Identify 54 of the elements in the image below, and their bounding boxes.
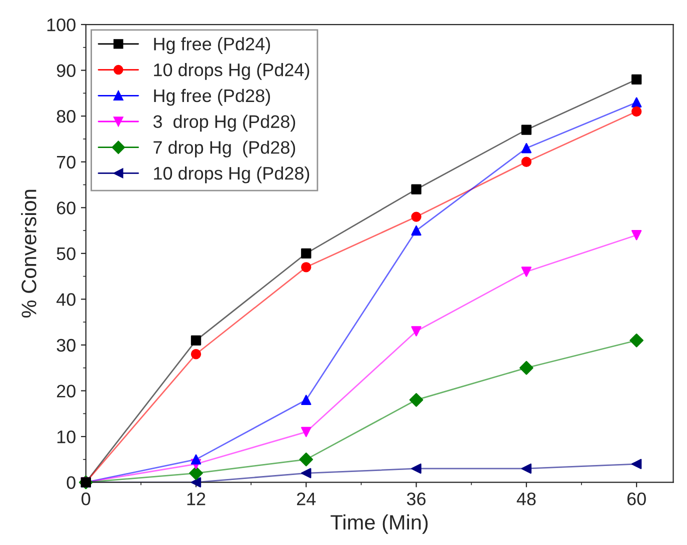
x-tick-label: 36	[406, 492, 426, 506]
y-axis-title: % Conversion	[21, 190, 36, 318]
point	[411, 326, 422, 336]
legend-label: 3 drop Hg (Pd28)	[153, 114, 296, 132]
x-tick-label: 24	[297, 492, 316, 506]
point	[409, 393, 424, 407]
point	[301, 426, 312, 438]
x-tick-label: 48	[516, 492, 536, 506]
x-tick-label: 60	[627, 492, 646, 506]
y-tick-label: 0	[66, 476, 76, 490]
x-tick-label: 0	[82, 492, 90, 506]
point	[521, 156, 532, 167]
point	[301, 248, 312, 259]
y-tick-label: 70	[56, 156, 76, 169]
y-tick-label: 20	[56, 384, 76, 398]
point	[631, 106, 642, 117]
point	[190, 454, 202, 465]
y-tick-label: 40	[56, 293, 76, 306]
point	[190, 335, 202, 346]
point	[521, 124, 532, 135]
legend-label: Hg free (Pd24)	[154, 37, 270, 54]
point	[521, 143, 532, 154]
y-tick-label: 90	[56, 64, 76, 78]
point	[630, 334, 644, 348]
point	[521, 266, 532, 277]
point	[301, 468, 312, 478]
point	[520, 360, 534, 375]
point	[190, 477, 202, 488]
y-tick-label: 50	[56, 247, 76, 260]
point	[411, 184, 422, 194]
y-tick-label: 100	[47, 18, 76, 32]
point	[411, 212, 422, 222]
legend-label: 7 drop Hg (Pd28)	[154, 140, 296, 158]
point	[190, 349, 202, 360]
point	[301, 394, 312, 406]
y-tick-label: 60	[56, 202, 76, 214]
x-tick-label: 12	[187, 492, 206, 506]
y-tick-label: 80	[56, 110, 76, 123]
point	[301, 262, 312, 272]
point	[631, 97, 642, 108]
point	[631, 74, 642, 85]
y-tick-label: 30	[56, 338, 76, 352]
point	[411, 464, 422, 474]
legend-label: Hg free (Pd28)	[154, 88, 270, 106]
legend-label: 10 drops Hg (Pd28)	[154, 166, 310, 184]
y-tick-label: 10	[57, 430, 76, 444]
point	[189, 466, 203, 480]
point	[521, 464, 532, 474]
legend-label: 10 drops Hg (Pd24)	[154, 63, 310, 80]
point	[411, 225, 422, 236]
point	[631, 230, 642, 240]
x-axis-title: Time (Min)	[330, 514, 428, 534]
point	[299, 452, 314, 466]
point	[631, 458, 642, 470]
